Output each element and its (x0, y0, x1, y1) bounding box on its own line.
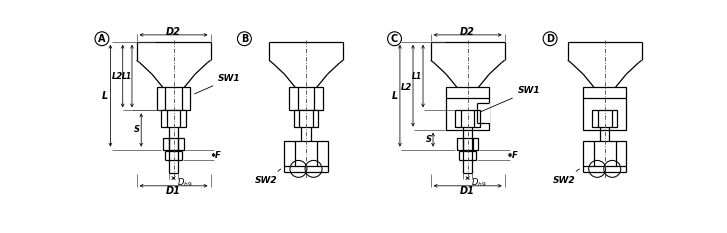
Text: L2: L2 (112, 72, 123, 81)
Text: B: B (241, 34, 248, 44)
Bar (163, 138, 185, 150)
Bar (583, 141, 626, 166)
Bar (294, 110, 318, 127)
Bar (477, 103, 490, 123)
Bar (457, 138, 478, 150)
Text: SW2: SW2 (255, 169, 281, 185)
Text: D2: D2 (166, 27, 181, 37)
Text: L1: L1 (121, 72, 132, 81)
Text: S: S (425, 135, 431, 144)
Text: C: C (391, 34, 398, 44)
Bar (455, 110, 480, 127)
Text: D: D (546, 34, 554, 44)
Text: D1: D1 (460, 186, 475, 196)
Text: D2: D2 (460, 27, 475, 37)
Text: $D_{h9}$: $D_{h9}$ (472, 176, 487, 189)
Text: F: F (512, 151, 518, 160)
Text: SW2: SW2 (553, 169, 579, 185)
Bar (446, 87, 489, 130)
Bar (583, 87, 626, 130)
Text: L: L (391, 91, 398, 101)
Bar (593, 110, 617, 127)
Bar (284, 141, 328, 166)
Bar (289, 87, 323, 110)
Text: F: F (215, 151, 221, 160)
Text: D1: D1 (166, 186, 181, 196)
Text: L: L (102, 91, 108, 101)
Text: SW1: SW1 (481, 86, 540, 112)
Text: L2: L2 (401, 83, 412, 92)
Text: $D_{h9}$: $D_{h9}$ (177, 176, 192, 189)
Bar (156, 87, 190, 110)
Text: S: S (134, 126, 140, 134)
Text: L1: L1 (411, 72, 422, 81)
Bar (161, 110, 186, 127)
Text: A: A (98, 34, 105, 44)
Text: SW1: SW1 (195, 74, 241, 94)
